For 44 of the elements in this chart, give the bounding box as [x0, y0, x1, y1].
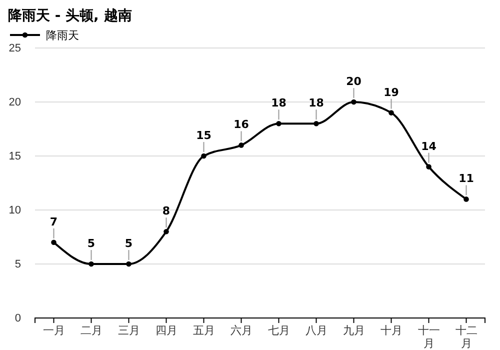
data-label: 18: [271, 96, 286, 110]
data-label: 7: [50, 215, 58, 228]
point: [426, 164, 432, 170]
x-tick-label: 七月: [268, 324, 290, 337]
x-tick-label: 二月: [80, 324, 102, 337]
point: [276, 120, 282, 126]
y-tick-label: 15: [8, 150, 21, 163]
y-tick-label: 0: [14, 312, 21, 325]
data-label: 5: [124, 237, 133, 250]
data-label: 19: [384, 86, 399, 99]
data-label: 20: [346, 75, 362, 88]
y-tick-label: 25: [8, 42, 21, 55]
data-label: 5: [87, 237, 96, 250]
data-label: 14: [421, 140, 437, 153]
legend-label: 降雨天: [46, 28, 79, 42]
chart-title: 降雨天 - 头顿, 越南: [8, 8, 132, 24]
point: [88, 261, 94, 267]
y-tick-label: 20: [8, 96, 21, 109]
x-tick-label: 八月: [305, 324, 328, 337]
x-tick-label: 九月: [342, 324, 365, 337]
x-tick-label: 四月: [155, 324, 178, 337]
x-tick-label: 十二月: [455, 324, 478, 350]
point: [126, 261, 132, 267]
data-label: 8: [162, 204, 170, 218]
y-tick-label: 10: [8, 204, 21, 217]
point: [464, 196, 469, 202]
point: [314, 120, 319, 126]
x-tick-label: 一月: [42, 324, 65, 337]
y-tick-label: 5: [14, 258, 21, 271]
point: [164, 228, 169, 234]
point: [201, 153, 206, 159]
x-tick-label: 十月: [380, 324, 402, 337]
x-tick-label: 六月: [230, 324, 252, 337]
point: [351, 99, 356, 105]
x-tick-label: 三月: [118, 324, 140, 337]
data-label: 18: [308, 96, 324, 110]
data-label: 16: [234, 118, 250, 132]
x-tick-label: 五月: [192, 324, 215, 337]
data-label: 11: [458, 172, 474, 186]
data-label: 15: [196, 129, 212, 142]
x-tick-label: 十一月: [418, 324, 440, 350]
point: [51, 240, 56, 246]
point: [238, 142, 244, 148]
point: [388, 110, 394, 116]
